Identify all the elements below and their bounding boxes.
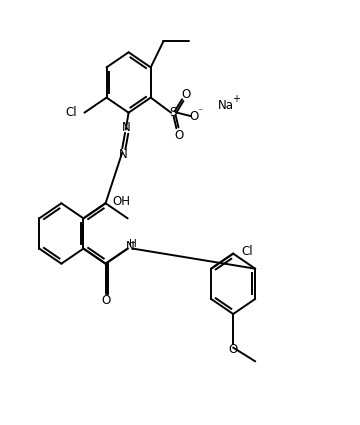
Text: N: N	[122, 121, 131, 134]
Text: N: N	[125, 240, 134, 252]
Text: S: S	[169, 106, 176, 119]
Text: ⁻: ⁻	[197, 107, 202, 117]
Text: H: H	[129, 238, 136, 249]
Text: OH: OH	[113, 195, 131, 208]
Text: O: O	[101, 294, 110, 307]
Text: +: +	[232, 94, 240, 104]
Text: N: N	[119, 148, 128, 161]
Text: Cl: Cl	[65, 106, 77, 119]
Text: Cl: Cl	[241, 245, 253, 258]
Text: O: O	[189, 110, 199, 122]
Text: O: O	[182, 88, 191, 101]
Text: O: O	[229, 343, 238, 356]
Text: O: O	[175, 129, 184, 142]
Text: Na: Na	[218, 99, 234, 112]
